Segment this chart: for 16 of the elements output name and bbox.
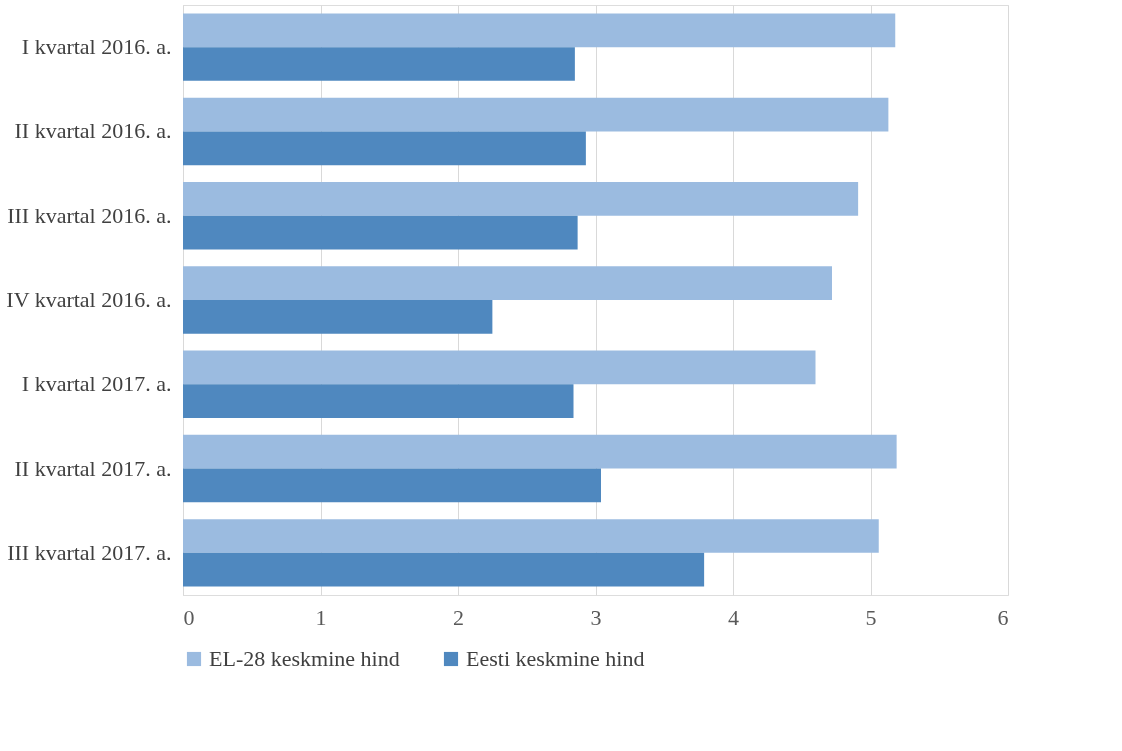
y-tick-label: III kvartal 2017. a. [7, 539, 172, 565]
x-tick-label: 3 [590, 604, 602, 630]
legend-label: Eesti keskmine hind [466, 646, 645, 671]
y-tick-label: IV kvartal 2016. a. [6, 287, 172, 312]
x-tick-label: 2 [453, 604, 464, 630]
x-tick-label: 5 [865, 604, 877, 630]
x-tick-label: 1 [315, 604, 327, 630]
y-tick-label: III kvartal 2016. a. [7, 202, 172, 228]
x-tick-label: 4 [728, 604, 739, 630]
y-tick-label: II kvartal 2017. a. [14, 455, 172, 481]
x-tick-label: 6 [997, 604, 1009, 630]
legend-label: EL-28 keskmine hind [209, 646, 400, 671]
y-tick-label: I kvartal 2017. a. [21, 371, 172, 397]
y-tick-label: II kvartal 2016. a. [14, 118, 172, 144]
x-tick-label: 0 [183, 604, 195, 630]
y-tick-label: I kvartal 2016. a. [21, 34, 172, 60]
